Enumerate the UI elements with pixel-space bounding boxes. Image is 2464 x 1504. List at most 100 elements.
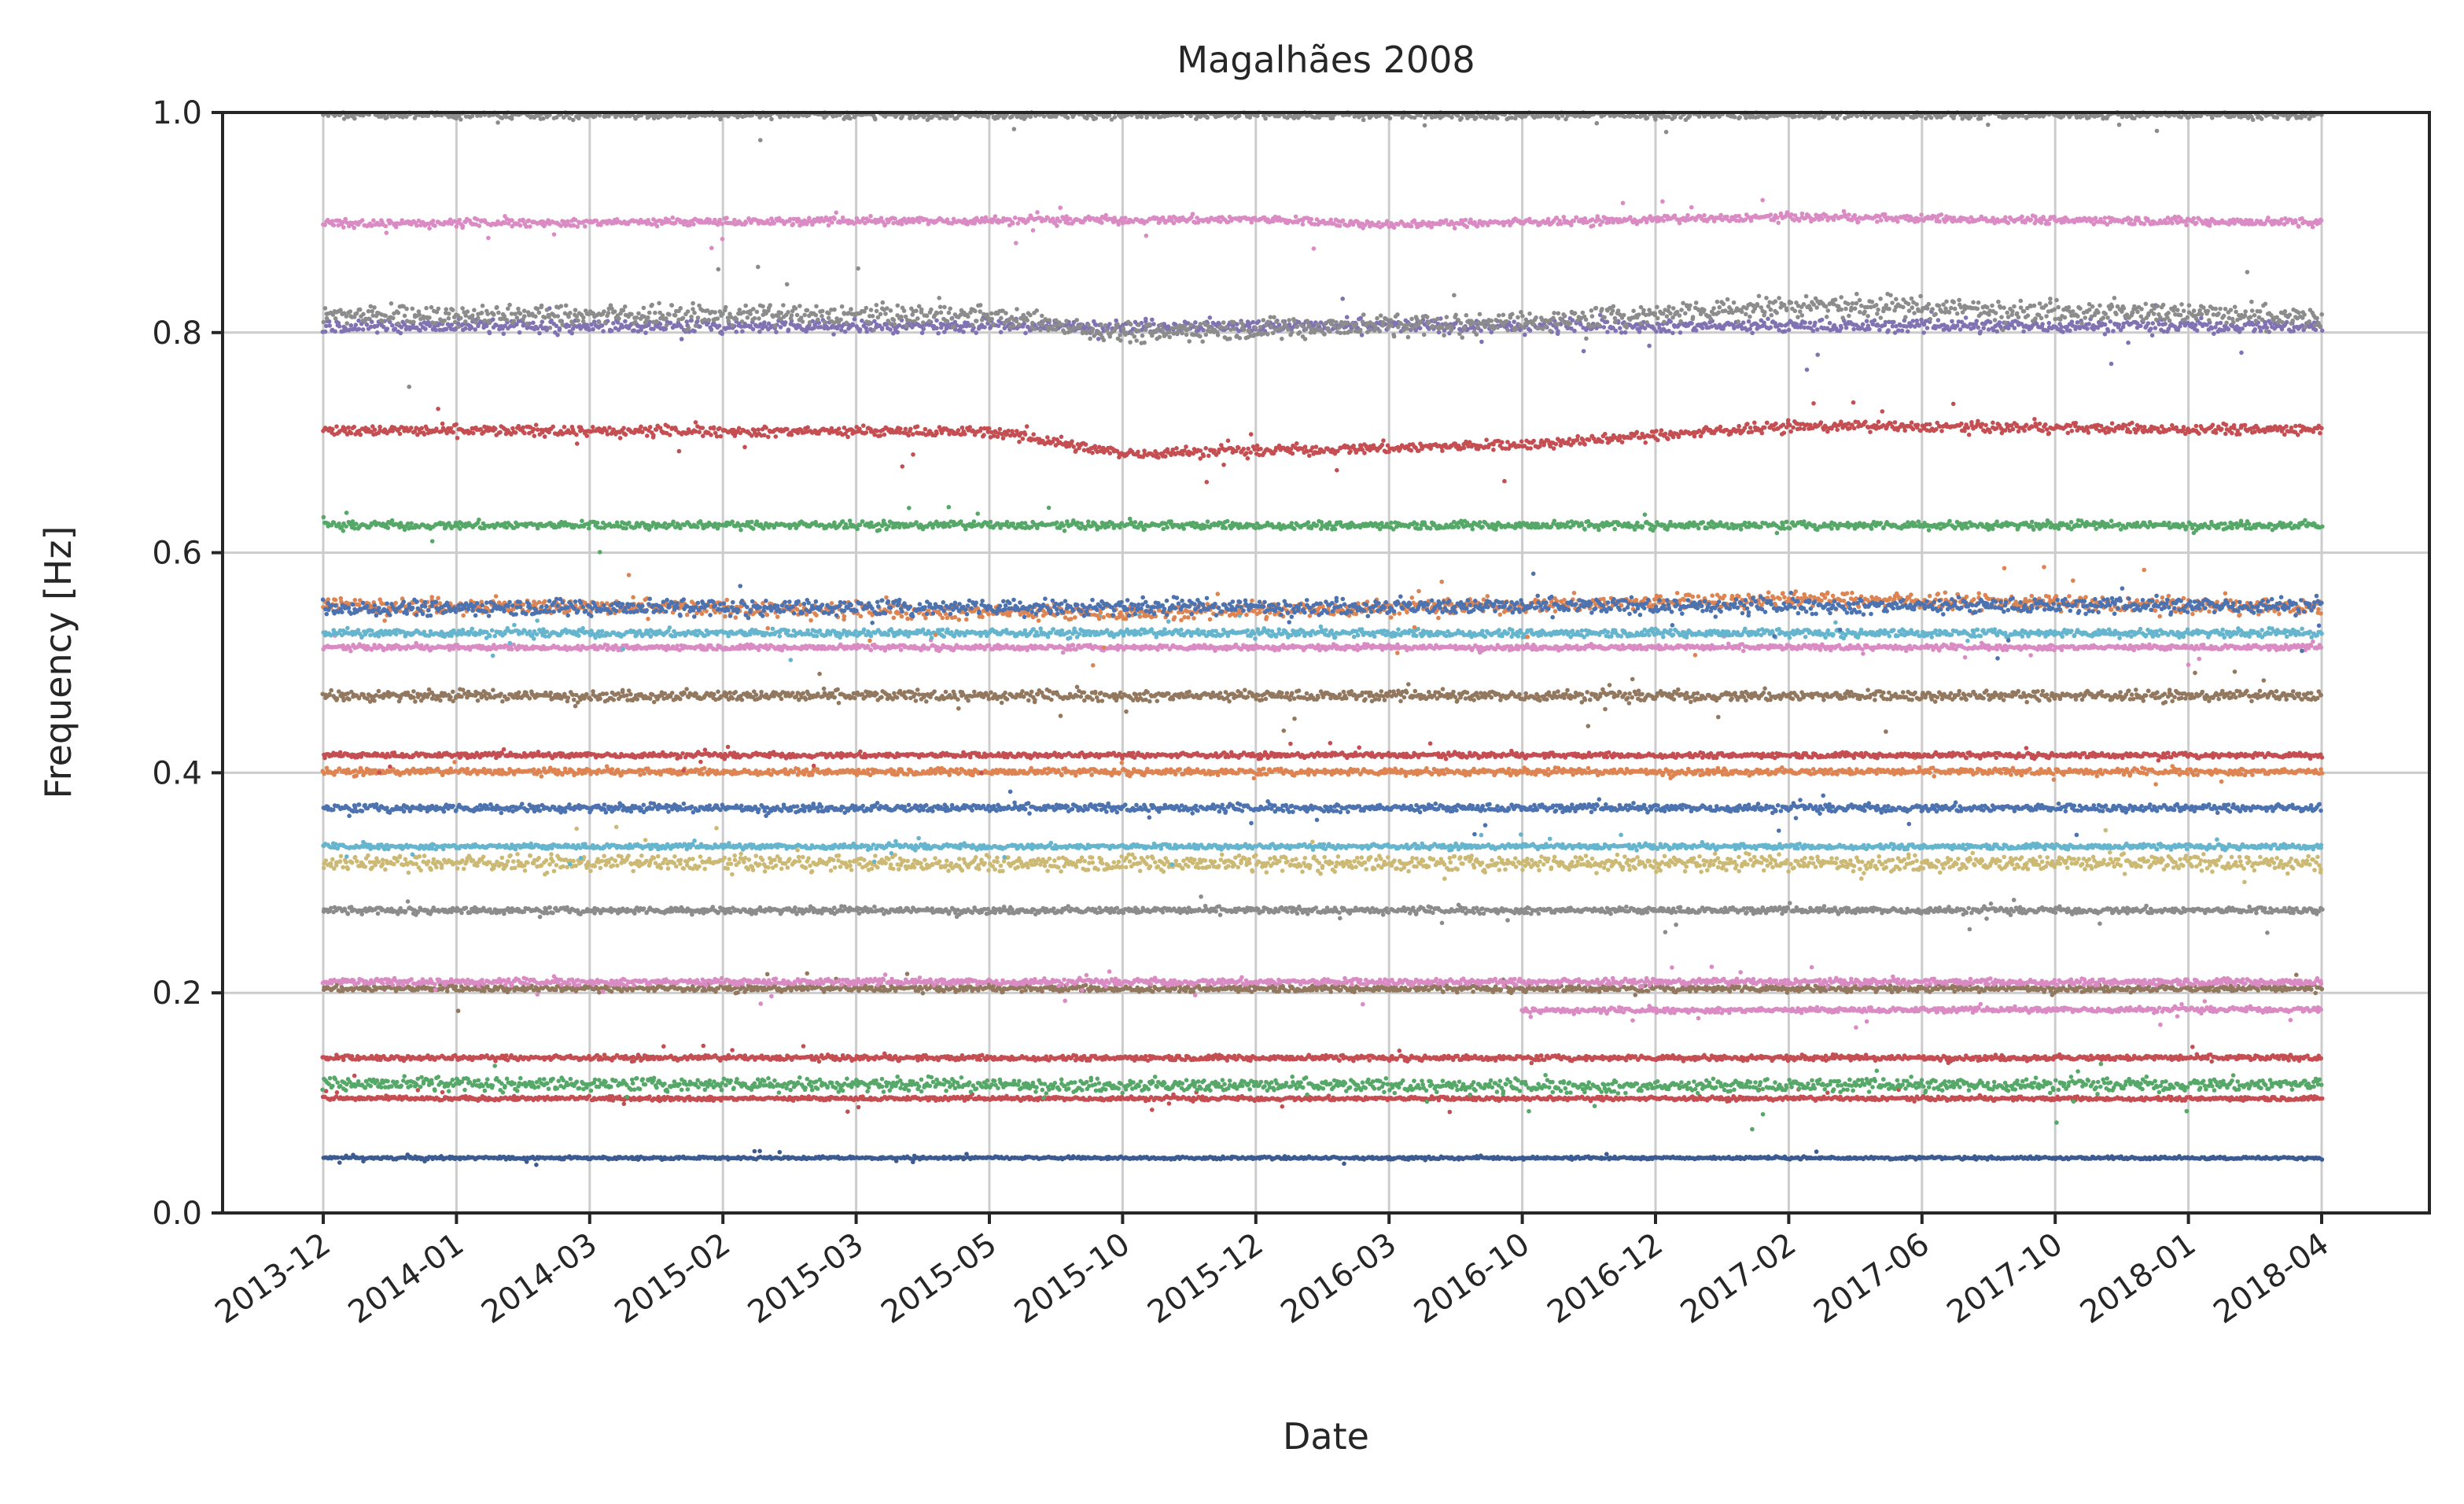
data-point: [2171, 1086, 2176, 1090]
data-point: [501, 1090, 506, 1095]
data-point: [720, 1081, 725, 1086]
data-point: [1759, 1080, 1763, 1085]
data-point: [2157, 1090, 2162, 1095]
data-point: [803, 1086, 808, 1090]
data-point: [867, 1086, 871, 1090]
data-point: [1017, 1079, 1022, 1084]
data-point: [647, 1094, 652, 1099]
data-point: [1162, 1081, 1167, 1086]
data-point: [1582, 1090, 1587, 1095]
data-point: [1921, 1084, 1926, 1089]
data-point: [1363, 1086, 1368, 1090]
data-point: [1455, 1088, 1460, 1093]
data-point: [575, 1079, 580, 1084]
data-point: [1080, 1088, 1085, 1093]
data-point: [1041, 1096, 1046, 1100]
data-point: [399, 1084, 403, 1089]
data-point: [1412, 1078, 1416, 1083]
data-point: [654, 1086, 659, 1090]
data-point: [451, 1078, 455, 1082]
data-point: [577, 1086, 582, 1091]
data-point: [2086, 1078, 2091, 1083]
data-point: [907, 1089, 912, 1093]
data-point: [2186, 1085, 2190, 1089]
data-point: [1473, 1089, 1478, 1093]
data-point: [640, 1077, 645, 1082]
data-point: [554, 1086, 559, 1091]
data-point: [2048, 1081, 2053, 1086]
data-point: [1551, 1090, 1556, 1095]
data-point: [1851, 1089, 1855, 1093]
data-point: [2062, 1082, 2067, 1086]
data-point: [433, 1089, 437, 1093]
data-point: [1040, 1088, 1045, 1093]
data-point: [2072, 1100, 2076, 1104]
data-point: [2153, 1079, 2157, 1084]
data-point: [335, 1080, 340, 1085]
data-point: [996, 1086, 1000, 1091]
data-point: [825, 1086, 830, 1090]
data-point: [408, 1084, 413, 1089]
data-point: [2057, 1088, 2061, 1093]
data-point: [2278, 1084, 2283, 1089]
data-point: [2138, 1082, 2143, 1086]
data-point: [1044, 1091, 1049, 1096]
data-point: [1714, 1086, 1718, 1090]
data-point: [1543, 1073, 1548, 1078]
data-point: [874, 1078, 878, 1083]
data-point: [551, 1077, 555, 1082]
data-point: [547, 1086, 551, 1091]
data-point: [477, 1078, 481, 1083]
data-point: [1527, 1109, 1531, 1114]
data-point: [880, 1085, 885, 1089]
data-point: [503, 1086, 507, 1090]
data-point: [1371, 1079, 1376, 1084]
data-point: [735, 1077, 739, 1082]
data-point: [1167, 1101, 1172, 1106]
data-point: [1457, 1079, 1462, 1084]
data-point: [1153, 1075, 1158, 1079]
data-point: [2259, 1086, 2263, 1091]
data-point: [696, 1085, 701, 1089]
data-point: [2318, 1078, 2322, 1082]
data-point: [1847, 1078, 1852, 1082]
data-point: [1784, 1086, 1789, 1090]
data-point: [947, 1080, 952, 1085]
data-point: [1199, 1086, 1203, 1091]
data-point: [731, 1086, 736, 1090]
data-point: [762, 1078, 767, 1083]
data-point: [1567, 1080, 1572, 1085]
data-point: [1756, 1088, 1761, 1093]
data-point: [1222, 1082, 1227, 1087]
data-point: [2048, 1091, 2053, 1096]
data-point: [1430, 1082, 1435, 1087]
data-point: [1454, 1084, 1459, 1089]
data-point: [919, 1078, 924, 1082]
data-point: [728, 1078, 733, 1083]
data-point: [447, 1089, 451, 1093]
data-point: [1845, 1088, 1850, 1093]
data-point: [1806, 1082, 1810, 1086]
data-point: [1085, 1080, 1089, 1085]
data-point: [643, 1082, 648, 1087]
data-point: [622, 1102, 627, 1107]
data-point: [1832, 1087, 1836, 1092]
data-point: [777, 1090, 782, 1095]
data-point: [1909, 1075, 1913, 1079]
data-point: [2198, 1086, 2203, 1090]
data-point: [2006, 1089, 2011, 1093]
data-point: [1489, 1078, 1494, 1083]
data-point: [856, 1105, 861, 1110]
data-point: [631, 1081, 635, 1086]
data-point: [395, 1080, 400, 1085]
data-point: [2140, 1087, 2145, 1092]
data-point: [1711, 1077, 1716, 1082]
data-point: [809, 1084, 814, 1089]
data-point: [1753, 1080, 1758, 1085]
data-point: [1773, 1080, 1777, 1085]
data-point: [1033, 1089, 1038, 1094]
data-point: [1124, 1087, 1129, 1092]
series-points: [322, 1149, 2325, 1167]
data-point: [652, 1076, 657, 1081]
